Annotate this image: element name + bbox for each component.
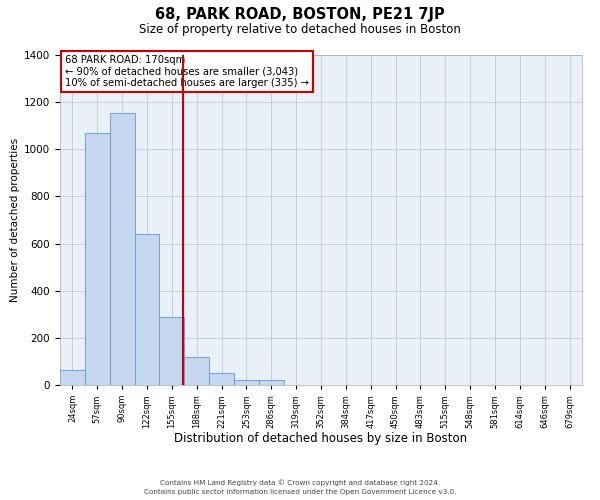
Text: Contains public sector information licensed under the Open Government Licence v3: Contains public sector information licen… bbox=[144, 489, 456, 495]
Bar bbox=[259, 380, 284, 385]
X-axis label: Distribution of detached houses by size in Boston: Distribution of detached houses by size … bbox=[175, 432, 467, 445]
Bar bbox=[160, 316, 184, 385]
Bar bbox=[209, 373, 234, 385]
Bar bbox=[85, 133, 110, 385]
Bar bbox=[184, 356, 209, 385]
Text: 68 PARK ROAD: 170sqm
← 90% of detached houses are smaller (3,043)
10% of semi-de: 68 PARK ROAD: 170sqm ← 90% of detached h… bbox=[65, 55, 309, 88]
Text: Contains HM Land Registry data © Crown copyright and database right 2024.: Contains HM Land Registry data © Crown c… bbox=[160, 480, 440, 486]
Bar bbox=[60, 370, 85, 385]
Y-axis label: Number of detached properties: Number of detached properties bbox=[10, 138, 20, 302]
Text: Size of property relative to detached houses in Boston: Size of property relative to detached ho… bbox=[139, 22, 461, 36]
Bar bbox=[234, 380, 259, 385]
Bar bbox=[134, 234, 160, 385]
Text: 68, PARK ROAD, BOSTON, PE21 7JP: 68, PARK ROAD, BOSTON, PE21 7JP bbox=[155, 8, 445, 22]
Bar bbox=[110, 113, 134, 385]
